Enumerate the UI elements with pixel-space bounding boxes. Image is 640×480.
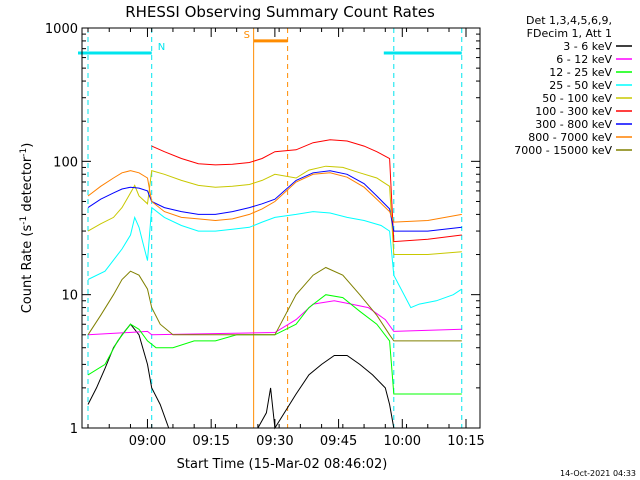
series-line (151, 139, 462, 243)
plot-area: N S 1 10 100 1000 09:00 09:15 09:30 09:45 10:00 10:… (45, 22, 485, 449)
y-tick-label: 1 (70, 422, 78, 437)
x-axis-label: Start Time (15-Mar-02 08:46:02) (177, 457, 388, 472)
y-axis-label-part: Count Rate (s (20, 225, 35, 314)
legend-label: 25 - 50 keV (549, 79, 612, 92)
y-axis-label-superscript: -1 (19, 148, 29, 157)
flag-label: N (158, 42, 165, 53)
legend-label: 3 - 6 keV (563, 40, 612, 53)
y-axis-label-part: detector (20, 156, 35, 216)
series-line (87, 170, 462, 223)
legend-label: 7000 - 15000 keV (514, 144, 612, 157)
timestamp: 14-Oct-2021 04:33 (560, 469, 636, 478)
y-axis-label-superscript: -1 (19, 216, 29, 225)
x-tick-label: 10:15 (447, 434, 484, 449)
legend-label: 100 - 300 keV (535, 105, 612, 118)
y-tick-label: 1000 (45, 22, 78, 37)
flag-label: S (244, 30, 250, 41)
legend-label: 800 - 7000 keV (528, 131, 612, 144)
legend-header: FDecim 1, Att 1 (527, 27, 612, 40)
plot-frame (81, 27, 481, 429)
y-axis-label: Count Rate (s-1 detector-1) (19, 143, 35, 314)
legend-label: 50 - 100 keV (542, 92, 612, 105)
series-line (87, 206, 463, 309)
x-tick-label: 09:15 (192, 434, 229, 449)
y-axis-label-part: ) (20, 143, 35, 148)
x-tick-label: 10:00 (384, 434, 421, 449)
x-tick-label: 09:45 (320, 434, 357, 449)
y-tick-label: 100 (53, 155, 78, 170)
chart-title: RHESSI Observing Summary Count Rates (125, 3, 435, 21)
series-line (87, 266, 462, 342)
legend-label: 6 - 12 keV (556, 53, 612, 66)
series-line (87, 300, 462, 336)
series-line (87, 170, 462, 232)
series-line (87, 165, 462, 255)
legend-label: 300 - 800 keV (535, 118, 612, 131)
legend-label: 12 - 25 keV (549, 66, 612, 79)
y-tick-label: 10 (61, 289, 78, 304)
legend-header: Det 1,3,4,5,6,9, (526, 14, 612, 27)
x-tick-label: 09:30 (256, 434, 293, 449)
legend: Det 1,3,4,5,6,9,FDecim 1, Att 13 - 6 keV… (514, 14, 632, 157)
x-tick-label: 09:00 (129, 434, 166, 449)
